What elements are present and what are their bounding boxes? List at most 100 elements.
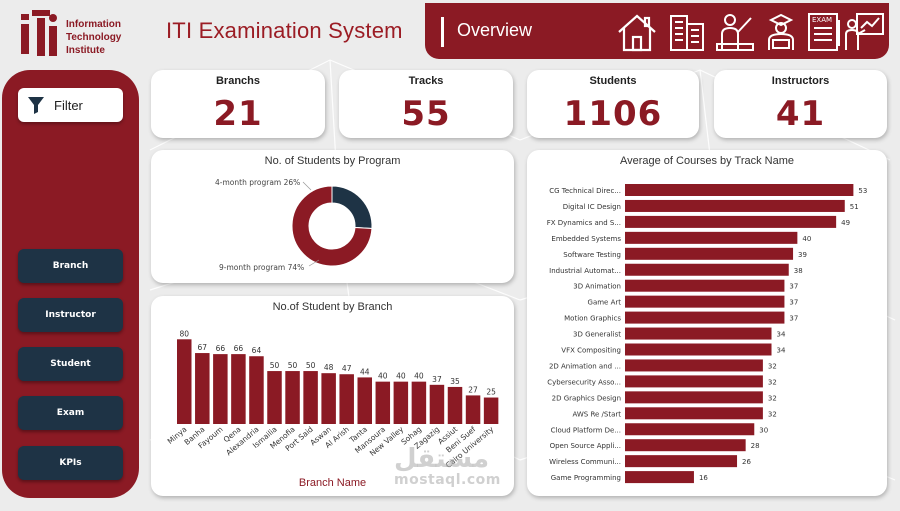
track-bar[interactable] [625, 311, 785, 324]
branch-bar[interactable] [213, 354, 228, 424]
branch-bar[interactable] [483, 397, 499, 424]
chart-title: Average of Courses by Track Name [619, 155, 795, 167]
logo-line-1: Information [66, 19, 121, 30]
branch-bar[interactable] [375, 381, 391, 424]
branch-bar[interactable] [429, 384, 445, 424]
kpi-card-tracks: Tracks 55 [339, 70, 513, 138]
track-bar[interactable] [625, 359, 763, 372]
branch-data-label: 64 [252, 346, 262, 355]
chart-title: No.of Student by Branch [272, 301, 393, 313]
track-category-label: Open Source Appli... [550, 442, 621, 450]
branch-data-label: 40 [378, 372, 388, 381]
track-bar[interactable] [625, 247, 794, 260]
track-data-label: 37 [789, 315, 798, 323]
track-bar[interactable] [625, 375, 763, 388]
branch-data-label: 50 [288, 361, 298, 370]
exam-icon[interactable]: EXAM [803, 10, 847, 54]
track-category-label: FX Dynamics and S... [547, 219, 621, 227]
branch-button[interactable]: Branch [18, 249, 123, 283]
track-data-label: 16 [699, 474, 708, 482]
home-icon[interactable] [615, 10, 659, 54]
track-bar[interactable] [625, 199, 845, 212]
branch-data-label: 50 [306, 361, 316, 370]
track-bar[interactable] [625, 263, 789, 276]
branch-bar[interactable] [267, 371, 282, 424]
track-bar[interactable] [625, 471, 694, 484]
logo-line-3: Institute [66, 45, 105, 56]
track-bar[interactable] [625, 391, 763, 404]
branch-bar[interactable] [465, 395, 481, 424]
branch-bar[interactable] [285, 371, 300, 424]
page-title: Overview [457, 20, 533, 40]
exam-button[interactable]: Exam [18, 396, 123, 430]
header-separator [441, 17, 444, 47]
track-data-label: 34 [777, 331, 786, 339]
branch-data-label: 50 [270, 361, 280, 370]
branch-bar[interactable] [195, 353, 210, 424]
branch-bar[interactable] [393, 381, 409, 424]
kpi-card-branches: Branchs 21 [151, 70, 325, 138]
kpis-button[interactable]: KPIs [18, 446, 123, 480]
chart-title: No. of Students by Program [264, 155, 401, 167]
branch-data-label: 67 [198, 343, 208, 352]
instructor-button[interactable]: Instructor [18, 298, 123, 332]
branch-bar[interactable] [339, 374, 354, 424]
donut-label-four-month: 4-month program 26% [215, 178, 300, 187]
track-bar-chart: CG Technical Direc... 53 Digital IC Design… [547, 184, 867, 484]
track-bar[interactable] [625, 215, 837, 228]
track-category-label: Industrial Automat... [549, 267, 621, 275]
track-bar[interactable] [625, 184, 854, 196]
track-bar[interactable] [625, 327, 772, 340]
track-bar[interactable] [625, 407, 763, 420]
donut-slice-nine-month[interactable] [291, 185, 373, 267]
student-button[interactable]: Student [18, 347, 123, 381]
building-icon[interactable] [665, 10, 709, 54]
track-bar[interactable] [625, 279, 785, 292]
presentation-icon[interactable] [843, 10, 887, 54]
branch-bar[interactable] [447, 386, 463, 424]
branch-bar[interactable] [249, 356, 264, 424]
track-data-label: 37 [789, 283, 798, 291]
track-data-label: 32 [768, 378, 777, 386]
track-bar[interactable] [625, 439, 746, 452]
track-bar[interactable] [625, 295, 785, 308]
branch-bar[interactable] [357, 377, 373, 424]
branch-bar[interactable] [231, 354, 246, 424]
iti-logo-mark [21, 10, 57, 56]
filter-button[interactable]: Filter [18, 88, 123, 122]
branch-bar[interactable] [411, 381, 427, 424]
track-bar[interactable] [625, 423, 755, 436]
track-data-label: 30 [759, 426, 768, 434]
branch-bar[interactable] [303, 371, 318, 424]
filter-icon [28, 97, 44, 114]
track-data-label: 26 [742, 458, 751, 466]
track-data-label: 37 [789, 299, 798, 307]
track-data-label: 32 [768, 362, 777, 370]
track-bar[interactable] [625, 455, 738, 468]
track-category-label: Digital IC Design [563, 203, 621, 211]
track-category-label: VFX Compositing [561, 347, 621, 355]
watermark-arabic: مستقل [394, 444, 490, 474]
branch-bar[interactable] [177, 339, 192, 424]
track-data-label: 34 [777, 347, 786, 355]
branch-bar[interactable] [321, 373, 336, 424]
donut-label-nine-month: 9-month program 74% [219, 263, 304, 272]
branch-data-label: 80 [179, 329, 189, 338]
instructor-icon[interactable] [713, 10, 757, 54]
track-data-label: 53 [858, 187, 867, 195]
donut-slice-four-month[interactable] [331, 185, 373, 230]
track-category-label: AWS Re /Start [572, 410, 621, 418]
filter-label: Filter [54, 97, 83, 113]
student-icon[interactable] [759, 10, 803, 54]
branch-data-label: 66 [216, 344, 226, 353]
kpi-label: Branchs [215, 75, 261, 87]
branch-data-label: 25 [486, 388, 496, 397]
logo-line-2: Technology [66, 32, 122, 43]
track-data-label: 40 [802, 235, 811, 243]
app-title: ITI Examination System [166, 18, 403, 43]
track-bar[interactable] [625, 231, 798, 244]
sidebar: Filter Branch Instructor Student Exam KP… [2, 70, 139, 498]
track-bar[interactable] [625, 343, 772, 356]
overview-header: Overview EXAM [425, 3, 889, 59]
kpi-value: 41 [775, 94, 826, 134]
